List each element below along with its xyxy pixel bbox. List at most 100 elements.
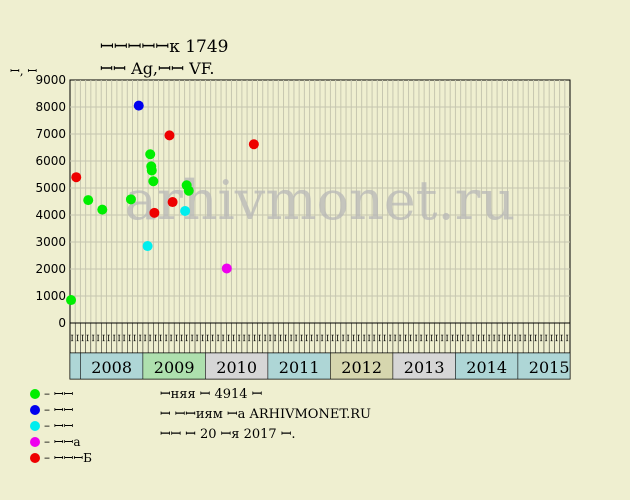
data-point [146,165,157,176]
month-label: ꟷ [490,334,500,341]
month-label: ꟷ [136,334,146,341]
data-point [221,263,232,274]
y-tick-label: 9000 [35,73,66,87]
info-line-1: ꟷняя ꟷ 4914 ꟷ [160,387,263,402]
legend-label: ꟷꟷ [53,387,74,401]
month-label: ꟷ [303,334,313,341]
month-label: ꟷ [480,334,490,341]
month-label: ꟷ [350,334,360,341]
month-label: ꟷ [115,334,125,341]
month-label: ꟷ [506,334,516,341]
month-label: ꟷ [240,334,250,341]
month-label: ꟷ [235,334,245,341]
legend-dash: – [44,434,54,449]
month-label: ꟷ [194,334,204,341]
legend-marker [30,404,40,415]
month-row: ꟷꟷꟷꟷꟷꟷꟷꟷꟷꟷꟷꟷꟷꟷꟷꟷꟷꟷꟷꟷꟷꟷꟷꟷꟷꟷꟷꟷꟷꟷꟷꟷꟷꟷꟷꟷꟷꟷꟷꟷ… [69,322,573,354]
legend-dash: – [44,418,54,433]
month-label: ꟷ [162,334,172,341]
month-label: ꟷ [204,334,214,341]
legend-item: – ꟷꟷа [30,433,81,450]
month-label: ꟷ [553,334,563,341]
month-label: ꟷ [168,334,178,341]
legend-dash: – [44,450,54,465]
year-label: 2010 [216,358,257,377]
year-label: 2013 [404,358,445,377]
data-point [97,204,108,215]
month-label: ꟷ [178,334,188,341]
month-label: ꟷ [381,334,391,341]
month-label: ꟷ [522,334,532,341]
legend-marker [30,452,40,463]
legend-dash: – [44,402,54,417]
month-label: ꟷ [131,334,141,341]
month-label: ꟷ [74,334,84,341]
month-label: ꟷ [464,334,474,341]
month-label: ꟷ [360,334,370,341]
data-point [148,176,159,187]
month-label: ꟷ [563,334,573,341]
data-point [66,295,77,306]
month-label: ꟷ [501,334,511,341]
month-label: ꟷ [433,334,443,341]
year-cell [267,352,331,380]
month-label: ꟷ [293,334,303,341]
month-label: ꟷ [173,334,183,341]
y-tick-label: 1000 [35,289,66,303]
month-label: ꟷ [142,334,152,341]
month-label: ꟷ [282,334,292,341]
month-label: ꟷ [423,334,433,341]
data-point [145,149,156,160]
month-label: ꟷ [454,334,464,341]
y-tick-label: 0 [58,316,66,330]
year-cell-lead [69,352,81,380]
legend-label: ꟷꟷꟷБ [53,451,92,465]
legend-item: – ꟷꟷ [30,385,73,402]
month-label: ꟷ [157,334,167,341]
month-label: ꟷ [121,334,131,341]
month-label: ꟷ [339,334,349,341]
month-label: ꟷ [126,334,136,341]
month-label: ꟷ [386,334,396,341]
month-label: ꟷ [100,334,110,341]
y-tick-label: 2000 [35,262,66,276]
month-label: ꟷ [110,334,120,341]
month-label: ꟷ [376,334,386,341]
month-label: ꟷ [418,334,428,341]
month-label: ꟷ [79,334,89,341]
month-label: ꟷ [345,334,355,341]
year-label: 2009 [154,358,195,377]
y-tick-label: 3000 [35,235,66,249]
month-label: ꟷ [365,334,375,341]
y-axis-label: ꟷ, ꟷ [10,64,38,78]
chart-title: ꟷꟷꟷꟷꟷк 1749 [100,37,229,57]
data-point [125,194,136,205]
data-point [248,139,259,150]
month-label: ꟷ [84,334,94,341]
month-label: ꟷ [543,334,553,341]
month-label: ꟷ [251,334,261,341]
data-point [180,205,191,216]
month-label: ꟷ [256,334,266,341]
month-label: ꟷ [475,334,485,341]
month-label: ꟷ [532,334,542,341]
month-label: ꟷ [407,334,417,341]
month-label: ꟷ [319,334,329,341]
month-label: ꟷ [371,334,381,341]
month-label: ꟷ [397,334,407,341]
y-tick-label: 7000 [35,127,66,141]
legend-label: ꟷꟷ [53,419,74,433]
month-label: ꟷ [152,334,162,341]
year-label: 2011 [279,358,320,377]
data-point [133,100,144,111]
data-point [164,130,175,141]
month-label: ꟷ [287,334,297,341]
data-point [142,241,153,252]
month-label: ꟷ [334,334,344,341]
month-label: ꟷ [69,334,79,341]
y-tick-label: 6000 [35,154,66,168]
year-cell [142,352,206,380]
legend-item: – ꟷꟷꟷБ [30,449,92,466]
month-label: ꟷ [496,334,506,341]
